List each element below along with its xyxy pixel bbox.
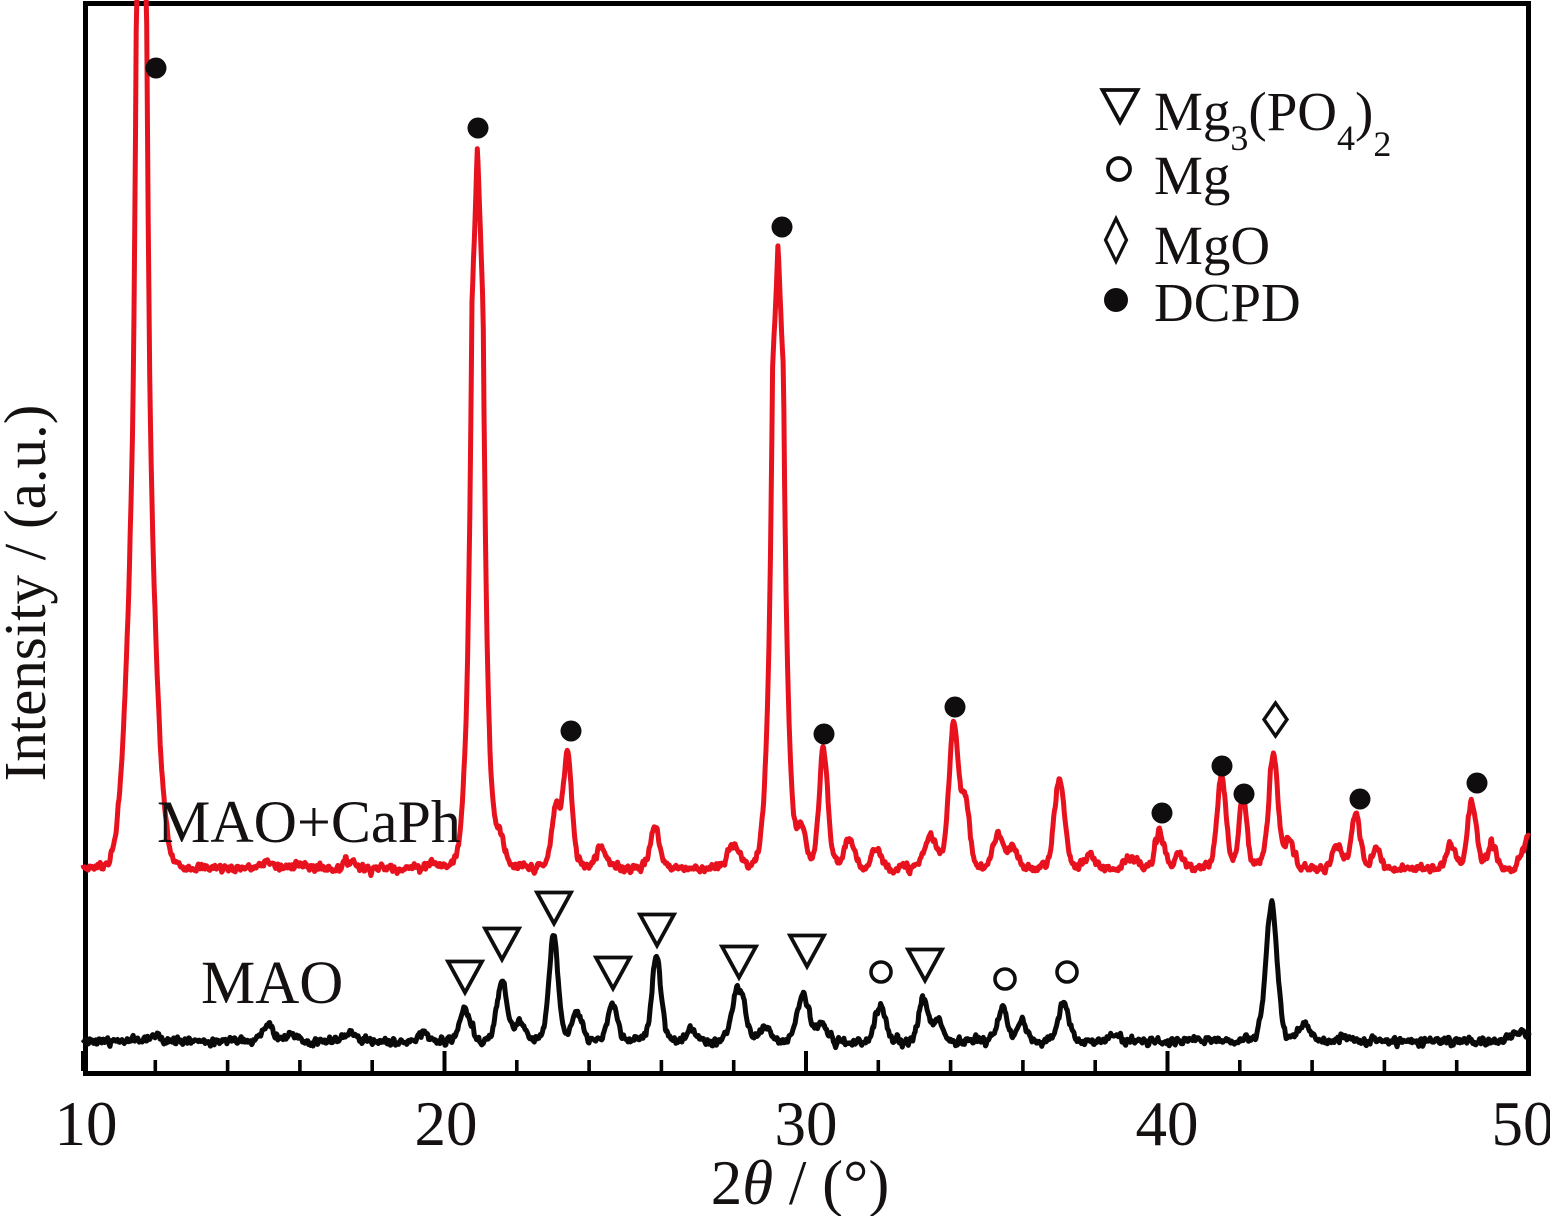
svg-text:Mg: Mg <box>1154 145 1230 206</box>
svg-text:40: 40 <box>1136 1089 1199 1159</box>
svg-text:2θ / (°): 2θ / (°) <box>711 1148 890 1216</box>
svg-text:DCPD: DCPD <box>1154 272 1301 333</box>
svg-text:50: 50 <box>1492 1089 1550 1159</box>
svg-text:MgO: MgO <box>1154 215 1270 276</box>
svg-text:20: 20 <box>415 1089 478 1159</box>
svg-text:MAO: MAO <box>201 950 343 1017</box>
svg-text:30: 30 <box>775 1089 838 1159</box>
svg-text:Intensity / (a.u.): Intensity / (a.u.) <box>0 405 58 782</box>
svg-text:10: 10 <box>55 1089 118 1159</box>
svg-text:MAO+CaPh: MAO+CaPh <box>157 789 461 855</box>
